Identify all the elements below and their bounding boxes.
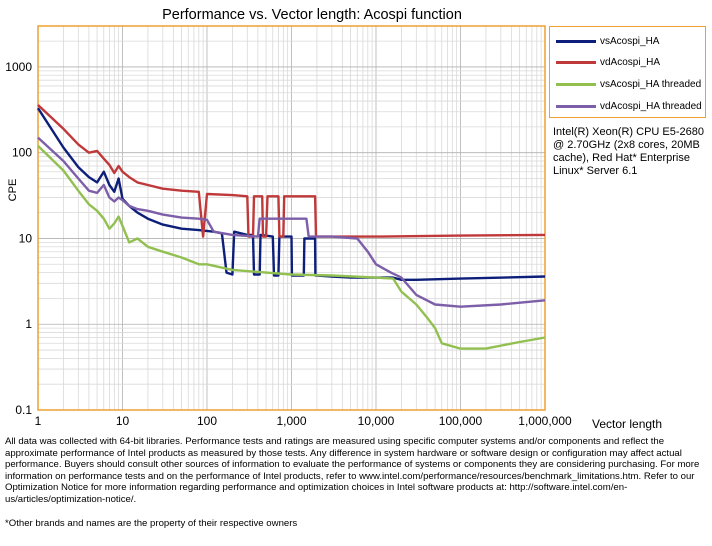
x-tick-label: 1,000,000 [518,414,572,428]
disclaimer-text: All data was collected with 64-bit libra… [5,436,700,505]
series-lines [36,104,546,350]
legend: vsAcospi_HA vdAcospi_HA vsAcospi_HA thre… [549,26,706,118]
legend-label: vdAcospi_HA threaded [600,100,702,112]
y-tick-label: 1000 [5,60,32,74]
series-line [37,136,546,308]
x-tick-label: 1,000 [276,414,306,428]
x-tick-label: 100 [197,414,217,428]
y-tick-label: 10 [19,231,33,245]
tick-labels: 1 10 100 1,000 10,000 100,000 1,000,0000.11101… [5,60,572,428]
grid [37,26,545,410]
x-axis-label: Vector length [592,417,662,431]
legend-swatch [556,104,596,108]
y-tick-label: 1 [25,317,32,331]
x-tick-label: 100,000 [439,414,483,428]
legend-swatch [556,60,596,64]
legend-label: vsAcospi_HA threaded [600,78,702,90]
legend-label: vdAcospi_HA [600,56,661,68]
legend-swatch [556,82,596,86]
x-tick-label: 10 [116,414,130,428]
y-tick-label: 0.1 [15,403,32,417]
y-axis-label: CPE [7,179,19,202]
y-tick-label: 100 [12,146,32,160]
plot-area-border [37,25,546,411]
chart-title: Performance vs. Vector length: Acospi fu… [162,7,462,23]
cpu-note: Intel(R) Xeon(R) CPU E5-2680 @ 2.70GHz (… [553,126,705,177]
legend-item: vsAcospi_HA [556,34,659,48]
legend-item: vdAcospi_HA threaded [556,99,702,113]
legend-label: vsAcospi_HA [600,35,660,47]
series-line [37,104,546,238]
footnote: *Other brands and names are the property… [5,518,298,529]
legend-item: vdAcospi_HA [556,55,660,69]
legend-swatch [556,39,596,43]
x-tick-label: 1 [35,414,42,428]
x-tick-label: 10,000 [358,414,395,428]
series-line [37,145,546,350]
legend-item: vsAcospi_HA threaded [556,77,701,91]
